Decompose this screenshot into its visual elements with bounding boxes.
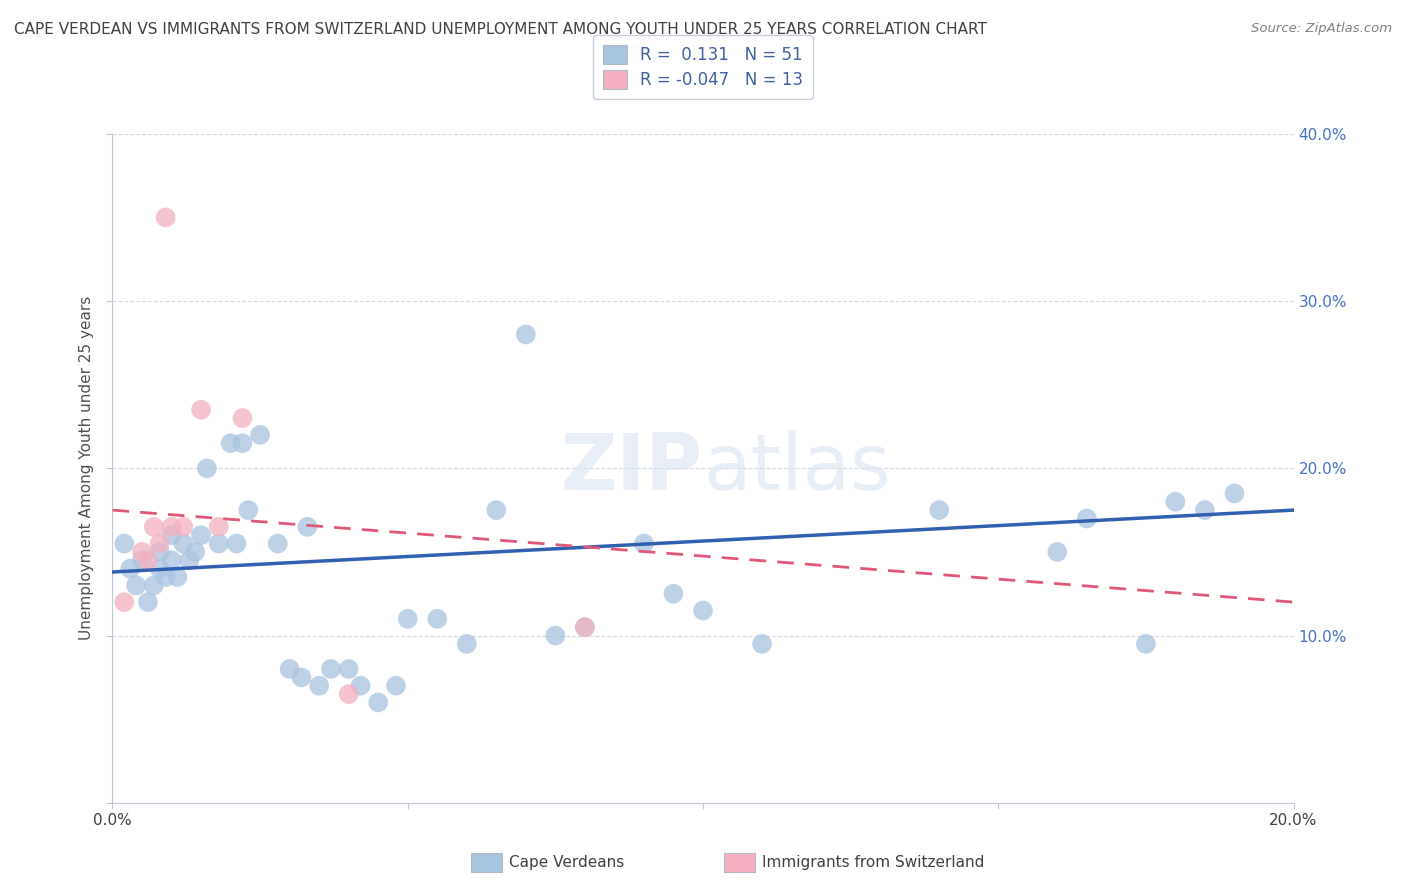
Point xyxy=(195,461,218,475)
Point xyxy=(1164,494,1187,508)
Point xyxy=(208,536,231,550)
Point xyxy=(337,662,360,676)
Point xyxy=(149,536,172,550)
Point xyxy=(155,570,177,584)
Point xyxy=(142,578,165,592)
Point xyxy=(136,595,159,609)
Point xyxy=(208,520,231,534)
Text: CAPE VERDEAN VS IMMIGRANTS FROM SWITZERLAND UNEMPLOYMENT AMONG YOUTH UNDER 25 YE: CAPE VERDEAN VS IMMIGRANTS FROM SWITZERL… xyxy=(14,22,987,37)
Point xyxy=(385,679,408,693)
Point xyxy=(225,536,247,550)
Text: Cape Verdeans: Cape Verdeans xyxy=(509,855,624,870)
Point xyxy=(131,545,153,559)
Point xyxy=(267,536,290,550)
Point xyxy=(1135,637,1157,651)
Point xyxy=(928,503,950,517)
Point xyxy=(166,570,188,584)
Point xyxy=(231,411,253,425)
Point xyxy=(1076,511,1098,525)
Point xyxy=(179,553,201,567)
Point xyxy=(136,553,159,567)
Point xyxy=(515,327,537,342)
Point xyxy=(396,612,419,626)
Point xyxy=(149,545,172,559)
Text: Immigrants from Switzerland: Immigrants from Switzerland xyxy=(762,855,984,870)
Point xyxy=(112,536,135,550)
Point xyxy=(184,545,207,559)
Point xyxy=(1194,503,1216,517)
Point xyxy=(190,528,212,542)
Point xyxy=(1046,545,1069,559)
Point xyxy=(574,620,596,634)
Point xyxy=(662,587,685,601)
Y-axis label: Unemployment Among Youth under 25 years: Unemployment Among Youth under 25 years xyxy=(79,296,94,640)
Point xyxy=(485,503,508,517)
Point xyxy=(426,612,449,626)
Point xyxy=(308,679,330,693)
Point xyxy=(367,696,389,710)
Point xyxy=(337,687,360,701)
Text: ZIP: ZIP xyxy=(561,430,703,507)
Point xyxy=(1223,486,1246,500)
Point xyxy=(278,662,301,676)
Point xyxy=(574,620,596,634)
Point xyxy=(231,436,253,450)
Point xyxy=(633,536,655,550)
Point xyxy=(172,536,194,550)
Point xyxy=(249,428,271,442)
Point xyxy=(219,436,242,450)
Point xyxy=(544,628,567,642)
Point xyxy=(692,603,714,617)
Point xyxy=(349,679,371,693)
Point xyxy=(131,553,153,567)
Point xyxy=(456,637,478,651)
Point xyxy=(155,211,177,225)
Point xyxy=(160,553,183,567)
Point xyxy=(120,562,142,576)
Point xyxy=(160,520,183,534)
Point xyxy=(238,503,260,517)
Point xyxy=(142,520,165,534)
Point xyxy=(297,520,319,534)
Text: Source: ZipAtlas.com: Source: ZipAtlas.com xyxy=(1251,22,1392,36)
Point xyxy=(172,520,194,534)
Point xyxy=(319,662,342,676)
Text: atlas: atlas xyxy=(703,430,890,507)
Point xyxy=(290,670,312,684)
Point xyxy=(125,578,148,592)
Point xyxy=(149,562,172,576)
Point xyxy=(190,402,212,417)
Point xyxy=(160,528,183,542)
Point xyxy=(751,637,773,651)
Point xyxy=(112,595,135,609)
Legend: R =  0.131   N = 51, R = -0.047   N = 13: R = 0.131 N = 51, R = -0.047 N = 13 xyxy=(593,35,813,99)
